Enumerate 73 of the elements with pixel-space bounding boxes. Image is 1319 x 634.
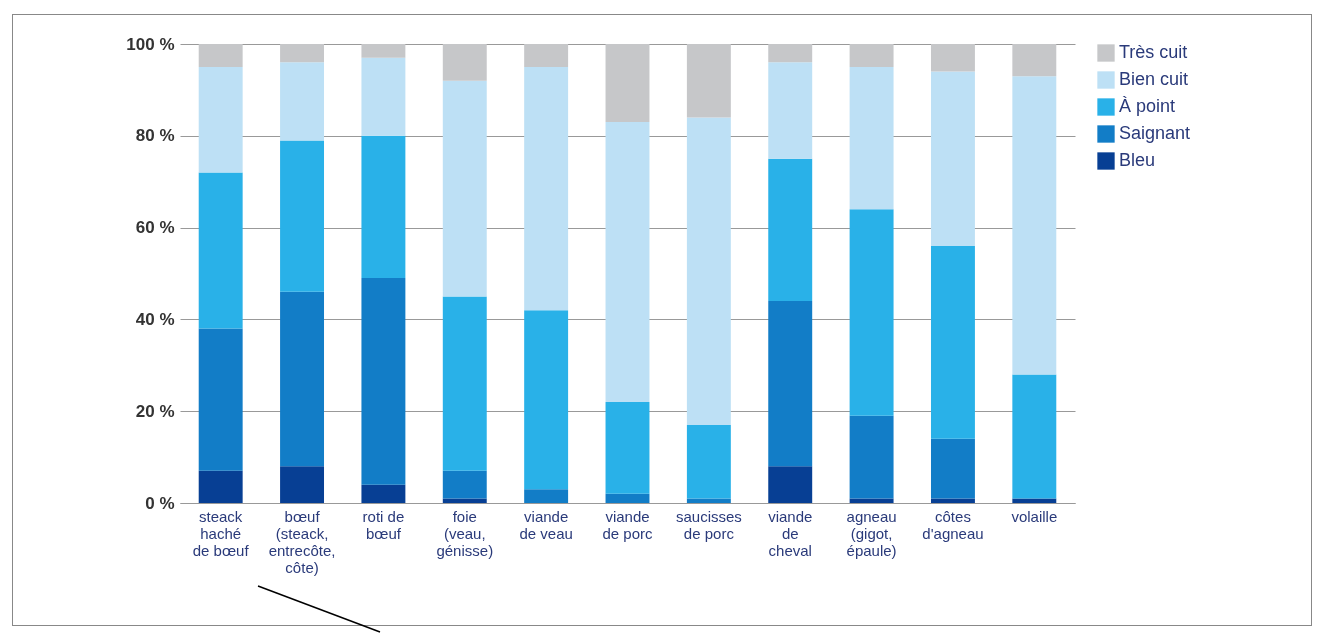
x-tick-label: viande de porc	[602, 507, 654, 542]
bar	[524, 66, 569, 311]
bar	[361, 278, 406, 485]
bar	[605, 402, 650, 494]
bar	[280, 62, 325, 141]
bar	[442, 470, 487, 499]
bar	[849, 415, 894, 499]
bar	[198, 328, 243, 471]
bar	[198, 172, 243, 329]
bar	[768, 62, 813, 159]
x-tick-label: bœuf (steack, entrecôte, côte)	[268, 507, 336, 576]
legend-label: À point	[1119, 96, 1176, 116]
y-tick-label: 100 %	[126, 34, 175, 54]
bar	[524, 44, 569, 67]
bar	[280, 466, 325, 503]
bar	[686, 498, 731, 503]
y-tick-label: 60 %	[135, 218, 175, 238]
legend-label: Bleu	[1119, 150, 1156, 170]
x-tick-label: steack haché de bœuf	[192, 507, 250, 559]
bar	[442, 498, 487, 503]
y-tick-label: 40 %	[135, 309, 175, 329]
legend-label: Saignant	[1119, 123, 1191, 143]
x-tick-label: côtes d'agneau	[922, 507, 984, 542]
bar	[361, 484, 406, 503]
bar	[686, 424, 731, 499]
bar	[849, 498, 894, 503]
bar	[849, 66, 894, 210]
bar	[1012, 498, 1057, 503]
legend-label: Bien cuit	[1119, 69, 1189, 89]
bar	[361, 44, 406, 58]
bar	[1012, 44, 1057, 77]
legend-label: Très cuit	[1119, 42, 1188, 62]
bar	[768, 301, 813, 467]
bar	[1012, 374, 1057, 499]
x-tick-label: agneau (gigot, épaule)	[846, 507, 897, 559]
bar	[361, 135, 406, 279]
y-tick-label: 20 %	[135, 401, 175, 421]
x-tick-label: viande de veau	[519, 507, 573, 542]
x-tick-label: roti de bœuf	[362, 507, 405, 542]
bar	[849, 44, 894, 67]
bar	[930, 71, 975, 246]
bar	[930, 498, 975, 503]
x-tick-label: saucisses de porc	[675, 507, 742, 542]
bar	[198, 44, 243, 67]
bar	[442, 80, 487, 297]
bar	[686, 44, 731, 118]
bar	[1012, 76, 1057, 375]
x-tick-label: viande de cheval	[768, 507, 813, 559]
x-tick-label: volaille	[1011, 507, 1058, 525]
bar	[442, 296, 487, 471]
bar	[524, 489, 569, 503]
bar	[280, 291, 325, 467]
bar	[605, 493, 650, 503]
bar	[280, 44, 325, 63]
bar	[605, 44, 650, 123]
bar	[930, 245, 975, 439]
bar	[849, 209, 894, 416]
y-tick-label: 80 %	[135, 126, 175, 146]
bar	[361, 57, 406, 136]
bar	[768, 158, 813, 302]
bar	[442, 44, 487, 81]
bar	[605, 122, 650, 403]
bar	[930, 44, 975, 72]
bar	[930, 438, 975, 499]
bar	[768, 466, 813, 503]
y-tick-label: 0 %	[145, 493, 175, 513]
bar	[768, 44, 813, 63]
bar	[198, 66, 243, 173]
bar	[686, 117, 731, 425]
bar	[198, 470, 243, 503]
x-tick-label: foie (veau, génisse)	[436, 507, 494, 559]
bar	[524, 310, 569, 490]
bar	[280, 140, 325, 292]
